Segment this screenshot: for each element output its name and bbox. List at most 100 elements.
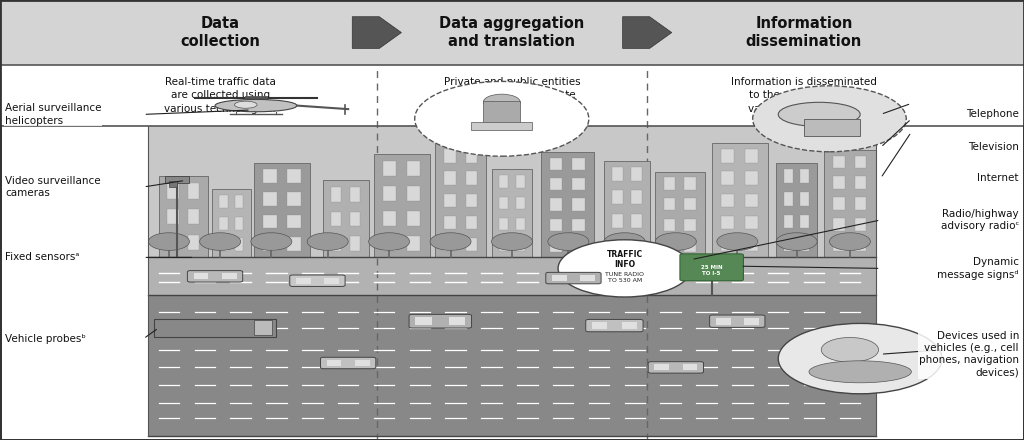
Bar	[745, 194, 759, 207]
Circle shape	[483, 94, 520, 110]
Bar	[234, 238, 244, 251]
Bar	[572, 239, 585, 252]
Text: Video surveillance
cameras: Video surveillance cameras	[5, 176, 100, 198]
Bar	[683, 364, 697, 370]
Bar	[331, 187, 341, 202]
Bar	[288, 238, 301, 251]
Bar	[444, 194, 456, 207]
Text: Real-time traffic data
are collected using
various technologies.: Real-time traffic data are collected usi…	[164, 77, 276, 114]
Bar	[801, 169, 809, 183]
Bar	[824, 150, 876, 257]
Bar	[550, 178, 562, 191]
Circle shape	[558, 240, 691, 297]
Bar	[169, 181, 177, 187]
Bar	[834, 239, 845, 252]
Bar	[416, 317, 432, 326]
Ellipse shape	[215, 99, 297, 112]
Bar	[632, 237, 642, 251]
Bar	[263, 215, 276, 228]
Bar	[622, 322, 637, 329]
FancyBboxPatch shape	[290, 275, 345, 286]
Text: Telephone: Telephone	[966, 110, 1019, 119]
Bar	[516, 218, 524, 230]
Bar	[855, 239, 866, 252]
Bar	[167, 209, 178, 224]
Bar	[834, 197, 845, 210]
Bar	[834, 155, 845, 168]
FancyBboxPatch shape	[409, 314, 471, 328]
Bar	[167, 183, 178, 198]
FancyBboxPatch shape	[680, 254, 743, 281]
Bar	[500, 218, 508, 230]
Bar	[263, 169, 276, 183]
Bar	[444, 238, 456, 251]
Bar	[0, 0, 1024, 65]
Bar	[684, 177, 695, 190]
Bar	[325, 278, 339, 284]
Bar	[716, 318, 730, 325]
Bar	[784, 169, 793, 183]
Bar	[408, 186, 421, 201]
FancyBboxPatch shape	[586, 319, 643, 332]
Ellipse shape	[809, 361, 911, 383]
Bar	[296, 278, 310, 284]
Bar	[721, 171, 734, 185]
Circle shape	[430, 233, 471, 250]
Polygon shape	[623, 17, 672, 48]
Bar	[804, 119, 860, 136]
Bar	[148, 257, 876, 295]
Bar	[516, 239, 524, 251]
Bar	[5, 126, 148, 436]
FancyBboxPatch shape	[546, 272, 601, 284]
Bar	[466, 238, 477, 251]
FancyBboxPatch shape	[187, 271, 243, 282]
Bar	[288, 192, 301, 205]
Text: Vehicle probesᵇ: Vehicle probesᵇ	[5, 334, 86, 344]
Bar	[516, 197, 524, 209]
Bar	[664, 198, 675, 210]
Bar	[632, 191, 642, 204]
Bar	[148, 295, 876, 436]
Bar	[745, 171, 759, 185]
Bar	[165, 176, 189, 183]
Text: 25 MIN: 25 MIN	[700, 265, 723, 270]
Text: Aerial surveillance
helicopters: Aerial surveillance helicopters	[5, 103, 101, 125]
Bar	[383, 211, 396, 226]
Circle shape	[655, 233, 696, 250]
FancyBboxPatch shape	[710, 315, 765, 327]
Bar	[154, 319, 276, 337]
Bar	[466, 171, 477, 185]
Bar	[612, 237, 623, 251]
Bar	[331, 212, 341, 226]
Bar	[664, 219, 675, 231]
Bar	[572, 219, 585, 231]
Bar	[219, 195, 228, 208]
Circle shape	[251, 233, 292, 250]
Bar	[604, 161, 650, 257]
Bar	[471, 122, 532, 130]
Bar	[664, 239, 675, 252]
Bar	[187, 235, 199, 250]
FancyBboxPatch shape	[321, 357, 376, 369]
Bar	[492, 169, 532, 257]
Circle shape	[415, 81, 589, 156]
Bar	[263, 192, 276, 205]
Text: Radio/highway
advisory radioᶜ: Radio/highway advisory radioᶜ	[940, 209, 1019, 231]
Bar	[612, 167, 623, 181]
Bar	[187, 183, 199, 198]
Text: Information is disseminated
to the public through
various technologies.: Information is disseminated to the publi…	[731, 77, 877, 114]
Text: Data aggregation
and translation: Data aggregation and translation	[439, 16, 585, 49]
Circle shape	[604, 233, 645, 250]
Bar	[745, 149, 759, 162]
Bar	[331, 236, 341, 251]
Bar	[444, 171, 456, 185]
Bar	[449, 317, 465, 326]
Bar	[254, 320, 272, 335]
Ellipse shape	[778, 102, 860, 127]
Bar	[550, 219, 562, 231]
Bar	[855, 197, 866, 210]
Bar	[572, 198, 585, 211]
Bar	[745, 238, 759, 251]
Bar	[612, 191, 623, 204]
Bar	[632, 167, 642, 181]
